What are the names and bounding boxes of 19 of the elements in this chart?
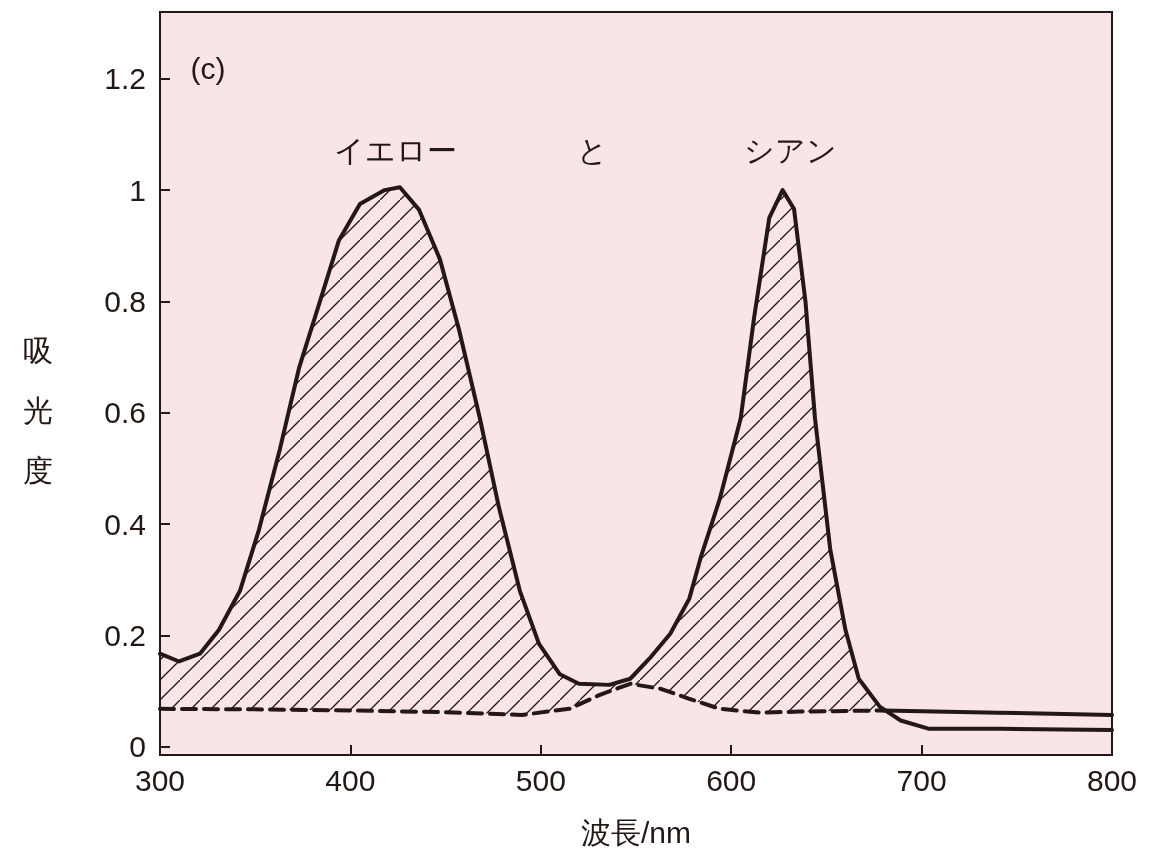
y-tick-label: 0.4 — [104, 507, 146, 541]
annotation: と — [576, 133, 608, 167]
x-tick-label: 500 — [515, 763, 566, 797]
annotation: シアン — [743, 133, 837, 167]
y-tick-label: 0.2 — [104, 618, 146, 652]
y-tick-label: 0.8 — [104, 284, 146, 318]
y-tick-label: 0.6 — [104, 396, 146, 430]
y-tick-label: 1 — [129, 173, 146, 207]
x-tick-label: 600 — [706, 763, 757, 797]
y-tick-label: 0 — [129, 730, 146, 764]
x-tick-label: 800 — [1086, 763, 1138, 797]
x-tick-label: 300 — [134, 763, 186, 797]
x-tick-label: 700 — [896, 763, 947, 797]
annotation: イエロー — [333, 133, 457, 167]
annotation: (c) — [190, 51, 226, 85]
x-axis-title: 波長/nm — [580, 815, 692, 849]
y-tick-label: 1.2 — [104, 62, 146, 96]
y-axis-title: 吸光度 — [23, 333, 53, 487]
x-tick-label: 400 — [325, 763, 376, 797]
